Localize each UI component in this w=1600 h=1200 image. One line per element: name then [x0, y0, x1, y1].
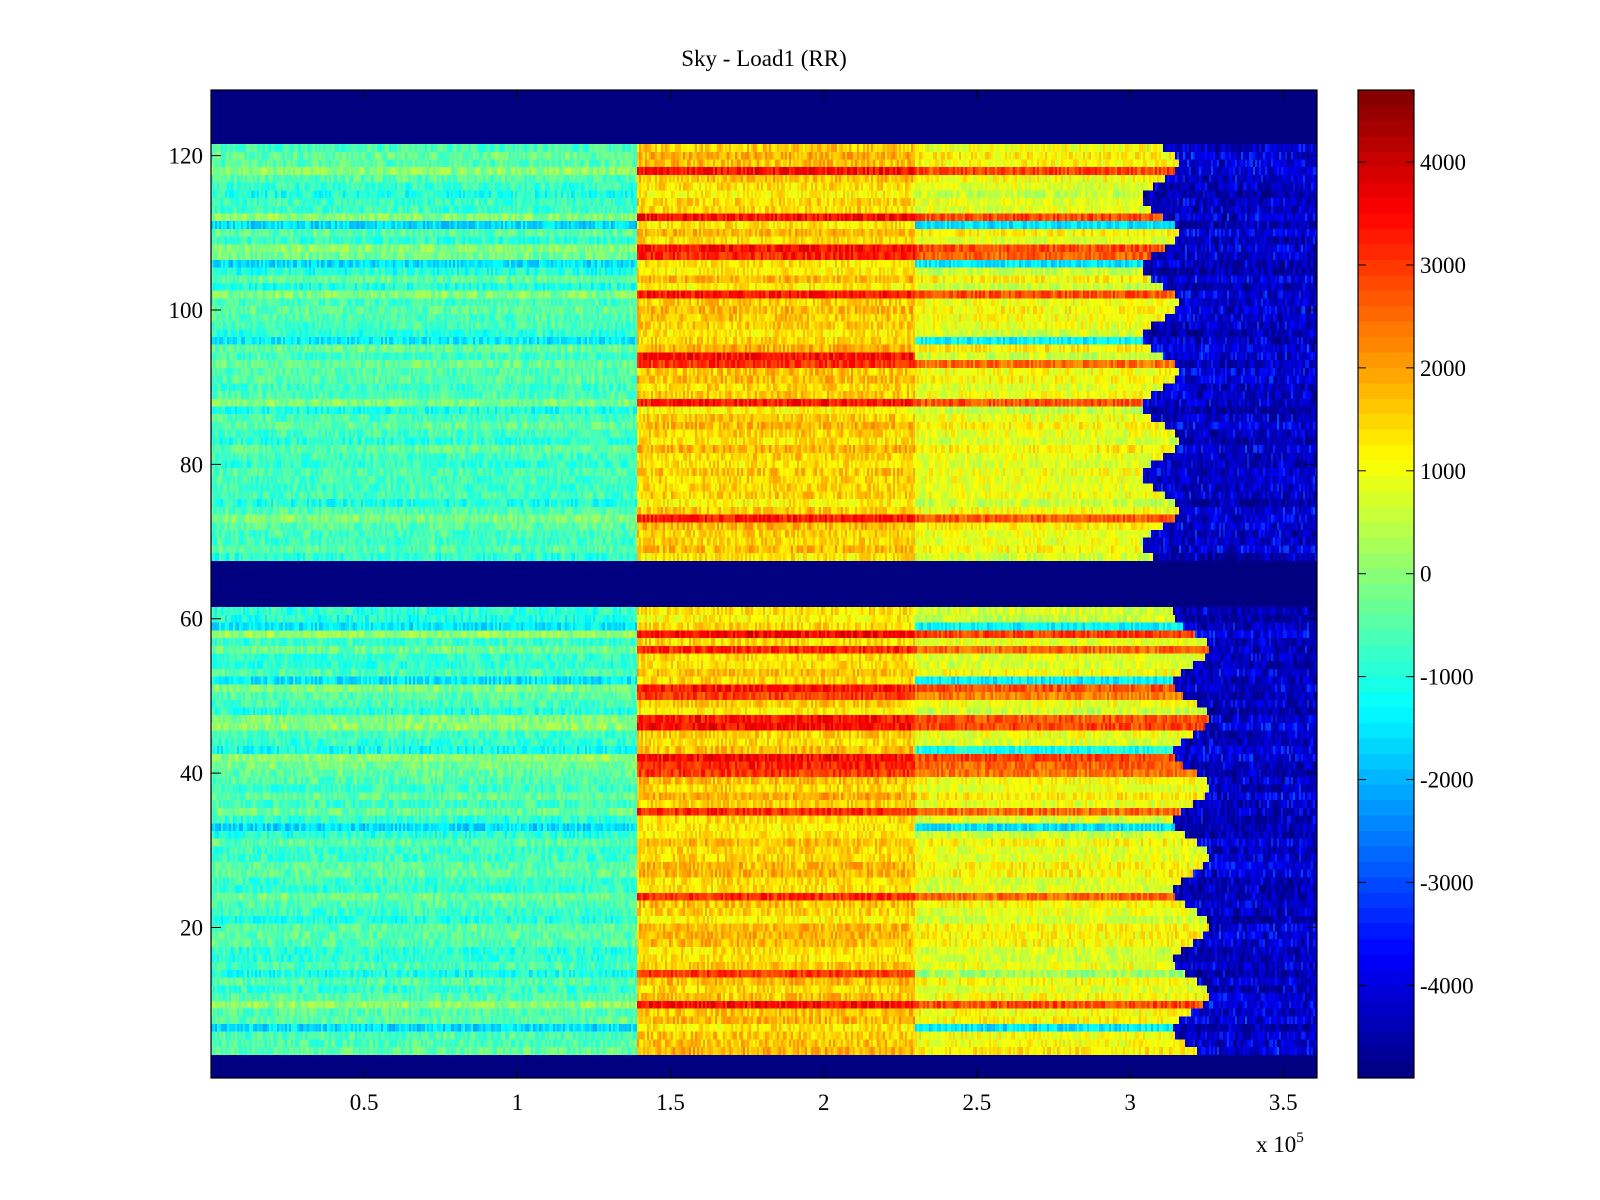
- x-tick-label: 3.5: [1269, 1090, 1298, 1115]
- colorbar-tick-label: 4000: [1420, 150, 1466, 175]
- heatmap-image: [211, 90, 1317, 1078]
- x-tick-label: 1.5: [656, 1090, 685, 1115]
- x-axis-multiplier: x 105: [1256, 1130, 1304, 1157]
- colorbar-ticks: 4000 3000 2000 1000 0 -1000 -2000 -3000 -4000: [1358, 150, 1474, 998]
- chart-title: Sky - Load1 (RR): [681, 46, 846, 71]
- y-tick-label: 80: [180, 452, 203, 477]
- plot-frame: [210, 89, 1318, 1079]
- x-axis-multiplier-exponent: 5: [1296, 1130, 1304, 1146]
- x-tick-label: 2: [818, 1090, 830, 1115]
- y-axis-ticks: 20 40 60 80 100 120: [169, 144, 1317, 940]
- x-axis-multiplier-base: x 10: [1256, 1132, 1296, 1157]
- y-tick-label: 100: [169, 298, 204, 323]
- colorbar-tick-label: -1000: [1420, 665, 1474, 690]
- colorbar-tick-label: 1000: [1420, 459, 1466, 484]
- y-tick-label: 120: [169, 144, 204, 169]
- x-tick-label: 0.5: [350, 1090, 379, 1115]
- colorbar-frame: [1357, 89, 1415, 1079]
- x-tick-label: 3: [1124, 1090, 1136, 1115]
- colorbar-tick-label: -2000: [1420, 768, 1474, 793]
- colorbar-tick-label: 2000: [1420, 356, 1466, 381]
- x-axis-ticks: 0.5 1 1.5 2 2.5 3 3.5: [350, 90, 1298, 1115]
- colorbar-tick-label: -4000: [1420, 973, 1474, 998]
- colorbar-tick-label: 3000: [1420, 253, 1466, 278]
- colorbar-tick-label: 0: [1420, 562, 1432, 587]
- x-tick-label: 1: [512, 1090, 524, 1115]
- x-tick-label: 2.5: [963, 1090, 992, 1115]
- colorbar-tick-label: -3000: [1420, 870, 1474, 895]
- y-tick-label: 40: [180, 761, 203, 786]
- y-tick-label: 60: [180, 607, 203, 632]
- y-tick-label: 20: [180, 915, 203, 940]
- colorbar-gradient: [1358, 90, 1414, 1078]
